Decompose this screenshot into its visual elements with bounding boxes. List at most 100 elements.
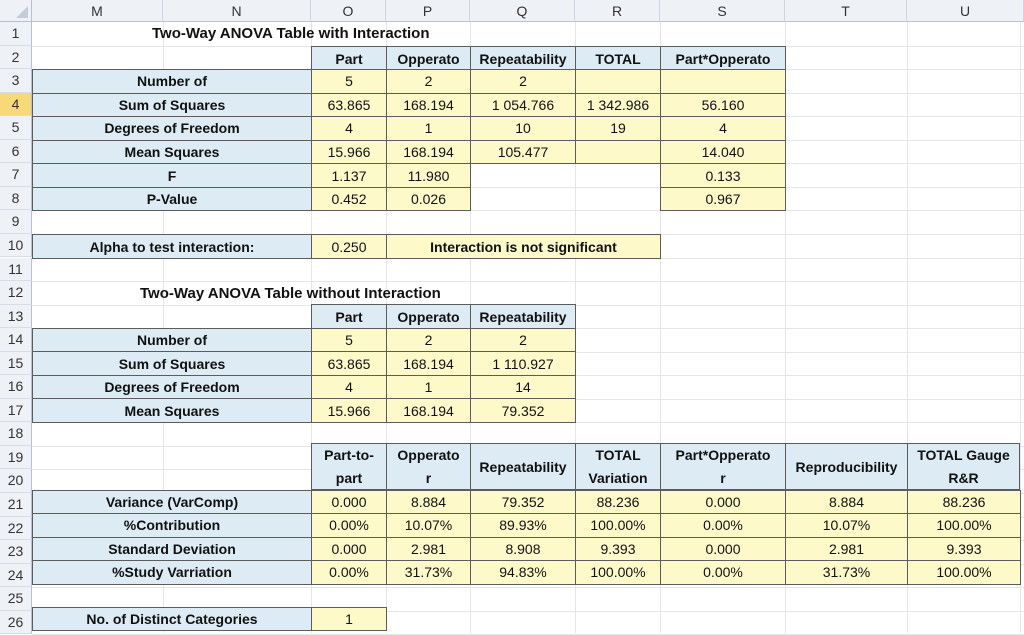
data-cell[interactable]: 9.393 bbox=[575, 536, 661, 562]
data-cell[interactable]: 8.884 bbox=[785, 489, 908, 515]
row-header-10[interactable]: 10 bbox=[0, 233, 32, 258]
data-cell[interactable]: 15.966 bbox=[311, 398, 387, 423]
row-header-21[interactable]: 21 bbox=[0, 493, 32, 517]
data-cell[interactable]: 168.194 bbox=[386, 139, 471, 165]
t3-header-reproducibility[interactable]: Reproducibility bbox=[785, 443, 908, 490]
row-header-8[interactable]: 8 bbox=[0, 186, 32, 211]
data-cell[interactable]: 105.477 bbox=[470, 139, 576, 165]
t1-header-repeatability[interactable]: Repeatability bbox=[470, 46, 576, 71]
col-header-m[interactable]: M bbox=[32, 0, 163, 22]
data-cell[interactable]: 10 bbox=[470, 116, 576, 141]
data-cell[interactable]: 88.236 bbox=[907, 489, 1021, 515]
row-header-6[interactable]: 6 bbox=[0, 139, 32, 164]
data-cell[interactable]: 1 110.927 bbox=[470, 351, 576, 376]
t1-header-part[interactable]: Part bbox=[311, 46, 387, 71]
t2-header-repeatability[interactable]: Repeatability bbox=[470, 304, 576, 329]
data-cell[interactable]: 0.00% bbox=[660, 560, 786, 585]
data-cell[interactable]: 0.133 bbox=[660, 163, 786, 188]
data-cell[interactable]: 168.194 bbox=[386, 398, 471, 423]
data-cell[interactable]: 0.000 bbox=[311, 489, 387, 515]
data-cell[interactable]: 1 054.766 bbox=[470, 92, 576, 118]
data-cell[interactable]: 1 bbox=[386, 374, 471, 400]
data-cell[interactable]: 14 bbox=[470, 374, 576, 400]
row-header-3[interactable]: 3 bbox=[0, 69, 32, 93]
row-header-23[interactable]: 23 bbox=[0, 540, 32, 564]
row-header-18[interactable]: 18 bbox=[0, 422, 32, 446]
data-cell[interactable]: 63.865 bbox=[311, 92, 387, 118]
data-cell[interactable]: 1 342.986 bbox=[575, 92, 661, 118]
data-cell[interactable]: 0.452 bbox=[311, 186, 387, 212]
t3-header-repeatability[interactable]: Repeatability bbox=[470, 443, 576, 490]
data-cell[interactable]: 9.393 bbox=[907, 536, 1021, 562]
row-header-16[interactable]: 16 bbox=[0, 375, 32, 399]
data-cell[interactable] bbox=[575, 139, 661, 165]
t2-header-operator[interactable]: Opperato bbox=[386, 304, 471, 329]
data-cell[interactable]: 2 bbox=[386, 69, 471, 94]
data-cell[interactable]: 4 bbox=[311, 116, 387, 141]
data-cell[interactable]: 100.00% bbox=[575, 560, 661, 585]
row-header-11[interactable]: 11 bbox=[0, 257, 32, 282]
col-header-n[interactable]: N bbox=[163, 0, 311, 22]
data-cell[interactable]: 1 bbox=[386, 116, 471, 141]
row-header-9[interactable]: 9 bbox=[0, 210, 32, 234]
col-header-o[interactable]: O bbox=[311, 0, 386, 22]
col-header-u[interactable]: U bbox=[907, 0, 1024, 22]
data-cell[interactable]: 8.884 bbox=[386, 489, 471, 515]
data-cell[interactable]: 14.040 bbox=[660, 139, 786, 165]
data-cell[interactable]: 0.000 bbox=[660, 536, 786, 562]
data-cell[interactable]: 10.07% bbox=[386, 513, 471, 538]
row-header-22[interactable]: 22 bbox=[0, 516, 32, 541]
t1-header-operator[interactable]: Opperato bbox=[386, 46, 471, 71]
data-cell[interactable]: 2 bbox=[470, 327, 576, 353]
data-cell[interactable]: 94.83% bbox=[470, 560, 576, 585]
row-header-13[interactable]: 13 bbox=[0, 304, 32, 329]
data-cell[interactable]: 31.73% bbox=[386, 560, 471, 585]
data-cell[interactable]: 0.000 bbox=[311, 536, 387, 562]
data-cell[interactable]: 4 bbox=[311, 374, 387, 400]
data-cell[interactable]: 15.966 bbox=[311, 139, 387, 165]
row-header-4[interactable]: 4 bbox=[0, 92, 32, 117]
data-cell[interactable]: 88.236 bbox=[575, 489, 661, 515]
t3-header-total-gauge-rr[interactable]: TOTAL Gauge R&R bbox=[907, 443, 1020, 490]
row-header-2[interactable]: 2 bbox=[0, 45, 32, 70]
data-cell[interactable]: 0.00% bbox=[660, 513, 786, 538]
data-cell[interactable] bbox=[660, 69, 786, 94]
t1-header-part-operator[interactable]: Part*Opperato bbox=[660, 46, 786, 71]
data-cell[interactable]: 168.194 bbox=[386, 92, 471, 118]
row-header-20[interactable]: 20 bbox=[0, 469, 32, 493]
data-cell[interactable]: 100.00% bbox=[907, 513, 1021, 538]
data-cell[interactable]: 56.160 bbox=[660, 92, 786, 118]
data-cell[interactable]: 19 bbox=[575, 116, 661, 141]
data-cell[interactable]: 100.00% bbox=[575, 513, 661, 538]
t1-header-total[interactable]: TOTAL bbox=[575, 46, 661, 71]
data-cell[interactable]: 4 bbox=[660, 116, 786, 141]
data-cell[interactable]: 0.00% bbox=[311, 513, 387, 538]
data-cell[interactable]: 0.967 bbox=[660, 186, 786, 212]
t2-header-part[interactable]: Part bbox=[311, 304, 387, 329]
t3-header-part-operator[interactable]: Part*Opperato r bbox=[660, 443, 786, 490]
row-header-14[interactable]: 14 bbox=[0, 328, 32, 352]
row-header-25[interactable]: 25 bbox=[0, 587, 32, 611]
data-cell[interactable]: 100.00% bbox=[907, 560, 1021, 585]
row-header-12[interactable]: 12 bbox=[0, 281, 32, 305]
data-cell[interactable]: 31.73% bbox=[785, 560, 908, 585]
col-header-r[interactable]: R bbox=[575, 0, 660, 22]
data-cell[interactable]: 5 bbox=[311, 327, 387, 353]
data-cell[interactable]: 168.194 bbox=[386, 351, 471, 376]
data-cell[interactable]: 2.981 bbox=[785, 536, 908, 562]
data-cell[interactable]: 10.07% bbox=[785, 513, 908, 538]
data-cell[interactable]: 0.026 bbox=[386, 186, 471, 212]
select-all-corner[interactable] bbox=[0, 0, 32, 22]
row-header-5[interactable]: 5 bbox=[0, 116, 32, 140]
row-header-24[interactable]: 24 bbox=[0, 563, 32, 588]
data-cell[interactable]: 11.980 bbox=[386, 163, 471, 188]
row-header-15[interactable]: 15 bbox=[0, 351, 32, 376]
col-header-q[interactable]: Q bbox=[470, 0, 575, 22]
data-cell[interactable]: 5 bbox=[311, 69, 387, 94]
interaction-result[interactable]: Interaction is not significant bbox=[386, 234, 661, 259]
col-header-p[interactable]: P bbox=[386, 0, 470, 22]
t3-header-operator[interactable]: Opperato r bbox=[386, 443, 471, 490]
col-header-t[interactable]: T bbox=[785, 0, 907, 22]
t3-header-part-to-part[interactable]: Part-to- part bbox=[311, 443, 387, 490]
data-cell[interactable]: 79.352 bbox=[470, 489, 576, 515]
